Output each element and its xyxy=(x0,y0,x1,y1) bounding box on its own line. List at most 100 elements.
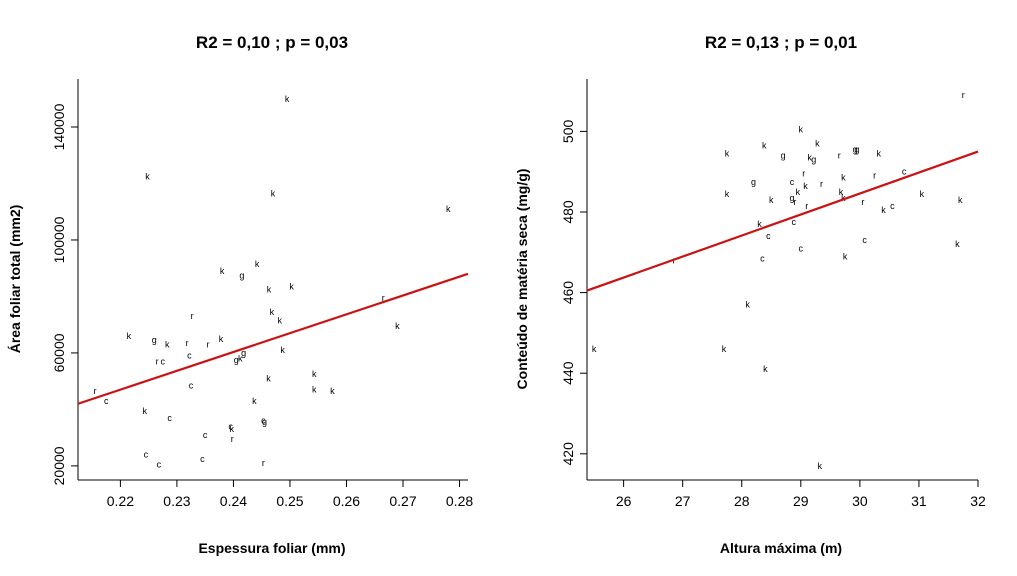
x-tick-label: 0.24 xyxy=(220,493,247,509)
data-point: g xyxy=(152,335,157,345)
data-point: k xyxy=(145,171,150,181)
data-point: c xyxy=(766,231,771,241)
data-point: k xyxy=(841,193,846,203)
data-point: g xyxy=(811,155,816,165)
y-tick-label: 500 xyxy=(560,119,576,143)
x-tick-label: 0.22 xyxy=(107,493,134,509)
data-point: k xyxy=(843,251,848,261)
data-point: c xyxy=(189,380,194,390)
data-point: k xyxy=(839,187,844,197)
y-tick-label: 140000 xyxy=(51,103,67,150)
data-point: r xyxy=(962,90,965,100)
data-point: r xyxy=(262,458,265,468)
data-point: r xyxy=(186,338,189,348)
data-point: g xyxy=(853,145,858,155)
data-point: k xyxy=(165,339,170,349)
data-point: k xyxy=(312,385,317,395)
data-point: k xyxy=(958,195,963,205)
data-point: r xyxy=(793,197,796,207)
data-point: k xyxy=(799,124,804,134)
x-tick-label: 0.23 xyxy=(163,493,190,509)
data-point: k xyxy=(446,204,451,214)
data-point: c xyxy=(890,201,895,211)
y-tick-label: 420 xyxy=(560,442,576,466)
data-point: g xyxy=(751,177,756,187)
y-tick-label: 20000 xyxy=(51,446,67,485)
y-axis-label: Conteúdo de matéria seca (mg/g) xyxy=(514,169,530,390)
data-point: k xyxy=(725,189,730,199)
x-tick-label: 28 xyxy=(734,493,750,509)
data-point: c xyxy=(144,450,149,460)
data-point: k xyxy=(769,195,774,205)
data-point: k xyxy=(955,239,960,249)
x-axis-label: Espessura foliar (mm) xyxy=(198,540,345,556)
data-point: k xyxy=(757,219,762,229)
data-point: k xyxy=(289,282,294,292)
data-point: k xyxy=(803,181,808,191)
data-point: k xyxy=(877,149,882,159)
data-point: g xyxy=(234,355,239,365)
data-point: c xyxy=(228,421,233,431)
data-point: r xyxy=(820,179,823,189)
regression-line xyxy=(77,272,469,405)
data-point: r xyxy=(231,434,234,444)
data-point: c xyxy=(104,396,109,406)
data-point: k xyxy=(220,266,225,276)
data-point: k xyxy=(267,284,272,294)
data-point: c xyxy=(902,167,907,177)
data-point: k xyxy=(252,396,257,406)
data-point: k xyxy=(817,461,822,471)
data-point: r xyxy=(873,171,876,181)
data-point: r xyxy=(861,197,864,207)
data-point: c xyxy=(161,356,166,366)
x-tick-label: 0.25 xyxy=(276,493,303,509)
data-point: k xyxy=(762,140,767,150)
data-point: k xyxy=(807,153,812,163)
data-point: r xyxy=(93,386,96,396)
y-axis-label: Área foliar total (mm2) xyxy=(7,205,23,354)
x-tick-label: 30 xyxy=(852,493,868,509)
data-point: k xyxy=(127,331,132,341)
data-point: k xyxy=(278,315,283,325)
data-point: c xyxy=(261,416,266,426)
data-point: k xyxy=(920,189,925,199)
x-tick-label: 26 xyxy=(616,493,632,509)
y-tick-label: 100000 xyxy=(51,216,67,263)
x-tick-label: 31 xyxy=(911,493,927,509)
data-point: k xyxy=(745,300,750,310)
y-tick-label: 60000 xyxy=(51,333,67,372)
plot-altura-vs-materia-seca: R2 = 0,13 ; p = 0,01 Altura máxima (m) C… xyxy=(514,33,986,556)
data-point: k xyxy=(841,173,846,183)
data-point: r xyxy=(805,201,808,211)
data-point: k xyxy=(395,321,400,331)
x-tick-label: 32 xyxy=(970,493,986,509)
data-point: g xyxy=(241,348,246,358)
data-point: k xyxy=(312,369,317,379)
data-point: k xyxy=(796,187,801,197)
data-point: r xyxy=(191,311,194,321)
data-point: k xyxy=(815,138,820,148)
chart-title: R2 = 0,10 ; p = 0,03 xyxy=(196,33,348,52)
data-point: k xyxy=(266,373,271,383)
data-point: c xyxy=(791,217,796,227)
data-point: k xyxy=(238,354,243,364)
data-point: c xyxy=(200,454,205,464)
x-tick-label: 27 xyxy=(675,493,691,509)
x-tick-label: 0.26 xyxy=(333,493,360,509)
data-point: c xyxy=(157,459,162,469)
data-point: k xyxy=(592,344,597,354)
x-tick-label: 0.27 xyxy=(389,493,416,509)
data-point: g xyxy=(239,270,244,280)
data-point: c xyxy=(799,243,804,253)
data-point: r xyxy=(156,356,159,366)
data-point: k xyxy=(219,334,224,344)
data-point: c xyxy=(187,351,192,361)
data-point: g xyxy=(789,193,794,203)
data-point: r xyxy=(382,293,385,303)
data-point: k xyxy=(280,345,285,355)
data-point: r xyxy=(838,151,841,161)
data-point: k xyxy=(271,188,276,198)
data-point: k xyxy=(142,406,147,416)
data-point: k xyxy=(330,386,335,396)
